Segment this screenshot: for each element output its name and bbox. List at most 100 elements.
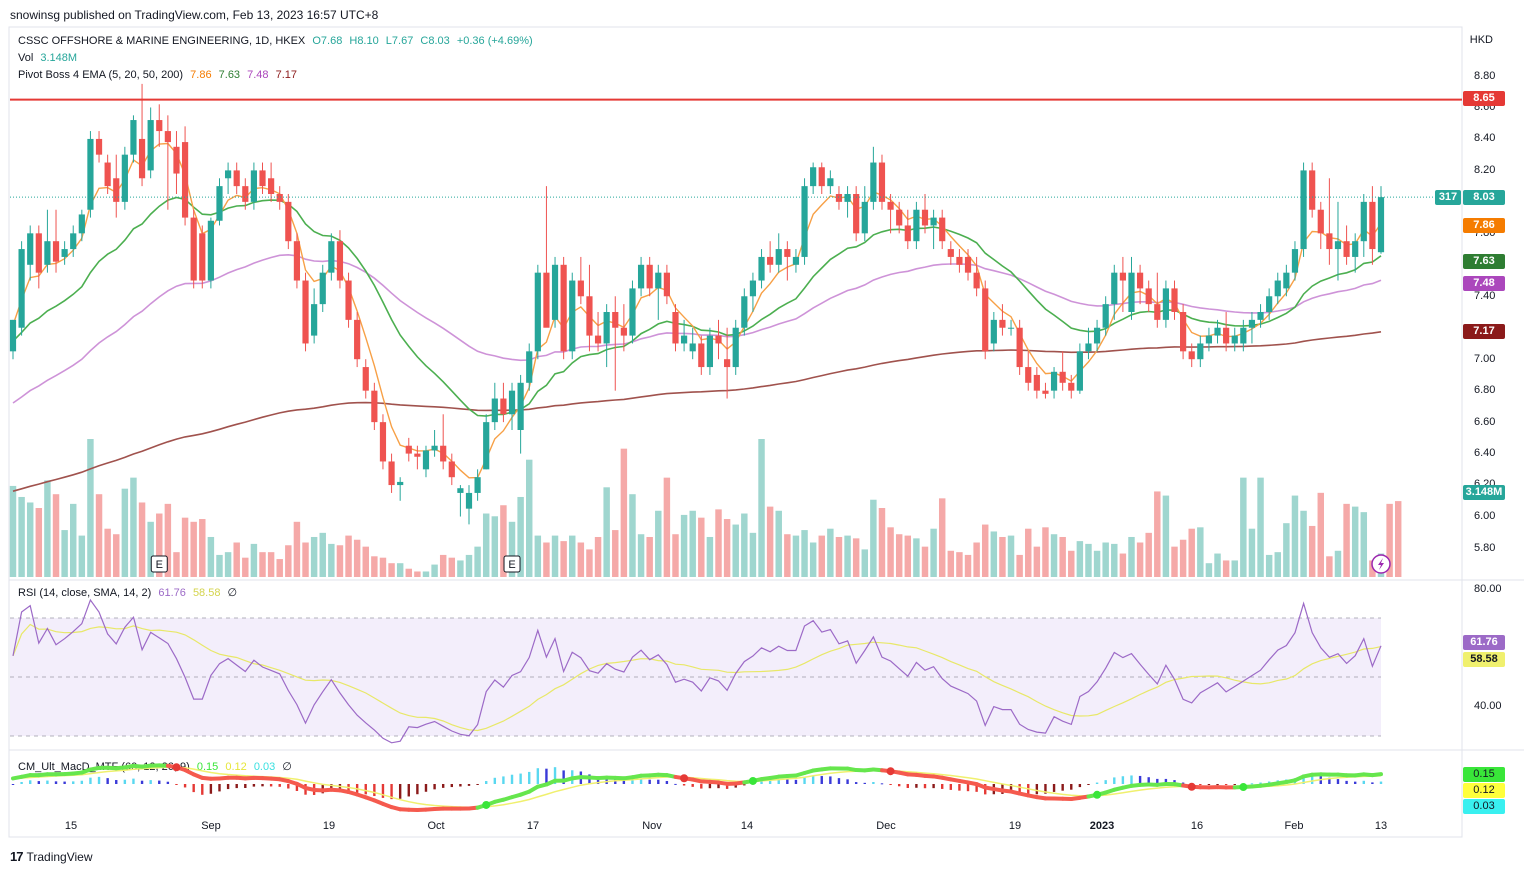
candle-down [354,312,361,368]
footer-brand[interactable]: 17 TradingView [10,849,93,864]
macd-histogram-bar [381,784,385,798]
candle-down [448,453,455,486]
candle-up [1162,280,1170,328]
candle-body [1025,367,1032,383]
candle-body [629,288,636,336]
candle-up [637,256,645,297]
candle-body [276,194,283,202]
rsi-tick: 40.00 [1474,700,1502,712]
macd-histogram-bar [1147,777,1150,784]
volume-bar [973,542,980,577]
macd-histogram-bar [777,779,780,784]
candle-body [1016,327,1023,368]
macd-lines [11,763,1383,812]
volume-bar [35,508,43,577]
macd-histogram-bar [416,784,419,795]
macd-histogram-bar [536,768,540,784]
volume-bar [1025,528,1032,577]
macd-histogram-bar [880,783,884,785]
ema-label: Pivot Boss 4 EMA (5, 20, 50, 200) [18,69,184,81]
candle-up [1205,327,1213,352]
volume-bar [835,536,843,577]
volume-legend[interactable]: Vol 3.148M [18,52,81,64]
candle-down [1188,343,1195,368]
volume-bar [758,439,765,577]
candle-body [491,398,498,423]
macd-histogram-bar [1345,780,1348,784]
macd-histogram-bar [717,784,720,789]
candle-body [990,319,997,344]
volume-bar [328,543,335,577]
volume-bar [1042,527,1049,577]
candle-up [801,178,808,265]
candle-down [293,233,301,289]
macd-histogram-bar [562,770,565,784]
candle-down [1042,382,1049,399]
candle-body [61,249,68,257]
price-tick: 6.80 [1474,384,1496,396]
macd-histogram-bar [1113,777,1116,784]
candle-body [27,233,34,265]
volume-bar [1343,503,1350,577]
volume-bar [482,513,490,577]
candle-down [1317,201,1324,250]
candle-body [328,241,335,273]
earnings-box [150,555,168,573]
macd-histogram-bar [158,780,161,784]
candle-body [1343,241,1350,257]
ema5-line [12,142,1382,479]
macd-cross-dot [1093,790,1102,799]
price-tick: 5.80 [1474,542,1496,554]
candle-body [199,233,206,281]
macd-histogram-bar [1224,784,1228,785]
volume-bar [586,549,593,577]
price-tick: 7.40 [1474,290,1496,302]
candle-body [655,272,662,289]
candle-down [612,296,619,391]
candle-down [1326,178,1333,265]
macd-histogram-bar [1336,779,1340,784]
volume-bar [560,541,567,577]
candle-body [749,280,757,297]
rsi-legend[interactable]: RSI (14, close, SMA, 14, 2) 61.76 58.58 … [18,586,241,599]
volume-bar [431,564,438,577]
volume-bar [199,519,206,577]
macd-histogram-bar [1061,784,1064,791]
volume-bar [1085,543,1092,577]
candle-body [620,327,627,336]
candle-body [508,390,516,415]
ema-legend[interactable]: Pivot Boss 4 EMA (5, 20, 50, 200) 7.86 7… [18,69,301,81]
macd-histogram-bar [1018,784,1021,794]
candle-down [1369,186,1376,265]
candle-body [173,146,180,174]
macd-histogram-bar [149,780,152,784]
volume-bar [904,535,912,577]
macd-histogram-bar [1095,782,1099,784]
macd-histogram-bar [63,781,66,784]
macd-histogram-bar [760,781,763,784]
candle-down [878,154,886,210]
macd-histogram-bar [1130,775,1133,784]
volume-bar [1317,492,1324,577]
candle-body [827,178,834,187]
volume-bar [1231,560,1238,577]
volume-bar [439,554,447,577]
candle-body [285,201,292,242]
replay-icon[interactable] [1371,554,1391,574]
plot-frame [8,26,1463,838]
symbol-legend[interactable]: CSSC OFFSHORE & MARINE ENGINEERING, 1D, … [18,35,537,47]
ema50-line [12,253,1382,404]
candle-up [1128,256,1135,320]
candle-down [620,304,627,352]
candle-body [698,343,705,368]
candle-down [371,382,378,430]
rsi-tick: 80.00 [1474,583,1502,595]
candle-up [680,319,688,352]
candle-body [1377,197,1385,253]
macd-histogram-bar [519,773,522,784]
candle-up [1093,319,1101,352]
time-tick: 16 [1190,820,1204,832]
candle-body [999,319,1006,328]
